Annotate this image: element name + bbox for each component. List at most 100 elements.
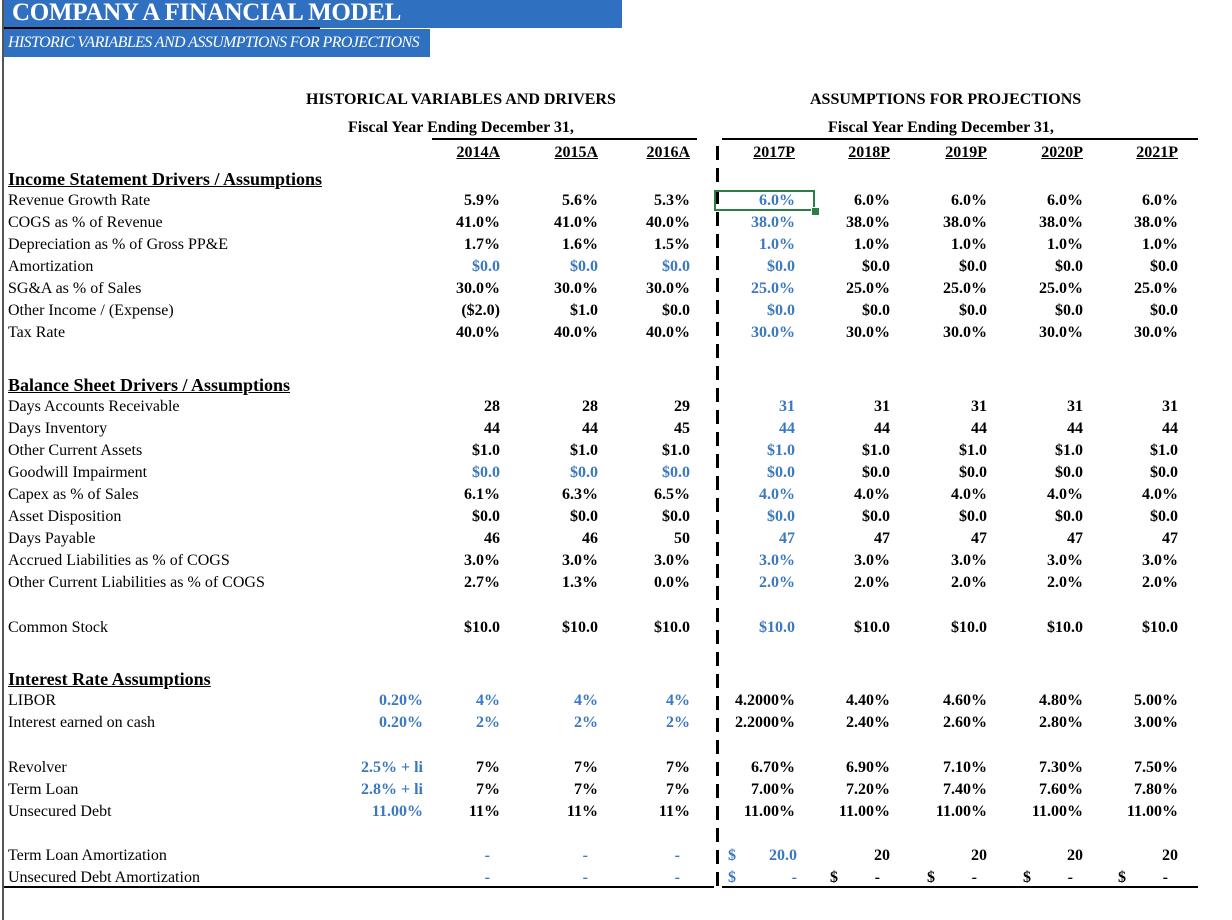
value-cell[interactable]: 2.0% bbox=[759, 574, 795, 591]
value-cell[interactable]: $0.0 bbox=[959, 302, 987, 319]
spread-cell[interactable]: 11.00% bbox=[371, 803, 423, 820]
value-cell[interactable]: $0.0 bbox=[1055, 464, 1083, 481]
value-cell[interactable]: 3.00% bbox=[1134, 714, 1178, 731]
value-cell[interactable]: $10.0 bbox=[562, 619, 598, 636]
value-cell[interactable]: 41.0% bbox=[554, 214, 598, 231]
spread-cell[interactable]: 2.5% + li bbox=[360, 759, 423, 776]
value-cell[interactable]: 2.7% bbox=[464, 574, 500, 591]
value-cell[interactable]: 30.0% bbox=[456, 280, 500, 297]
value-cell[interactable]: $0.0 bbox=[472, 258, 500, 275]
fill-handle[interactable] bbox=[811, 207, 820, 216]
value-cell[interactable]: 11% bbox=[658, 803, 690, 820]
value-cell[interactable]: 4.0% bbox=[1047, 486, 1083, 503]
value-cell[interactable]: 7% bbox=[574, 759, 598, 776]
value-cell[interactable]: 1.0% bbox=[759, 236, 795, 253]
value-cell[interactable]: - bbox=[874, 869, 880, 886]
value-cell[interactable]: 2.80% bbox=[1039, 714, 1083, 731]
value-cell[interactable]: 1.0% bbox=[854, 236, 890, 253]
value-cell[interactable]: 6.0% bbox=[951, 192, 987, 209]
value-cell[interactable]: 28 bbox=[582, 398, 598, 415]
value-cell[interactable]: 40.0% bbox=[554, 324, 598, 341]
value-cell[interactable]: $0.0 bbox=[662, 508, 690, 525]
value-cell[interactable]: 5.00% bbox=[1134, 692, 1178, 709]
value-cell[interactable]: 31 bbox=[1162, 398, 1178, 415]
value-cell[interactable]: 20 bbox=[1162, 847, 1178, 864]
value-cell[interactable]: 25.0% bbox=[1039, 280, 1083, 297]
value-cell[interactable]: 31 bbox=[874, 398, 890, 415]
value-cell[interactable]: 6.0% bbox=[1047, 192, 1083, 209]
value-cell[interactable]: - bbox=[674, 847, 680, 864]
value-cell[interactable]: 40.0% bbox=[456, 324, 500, 341]
value-cell[interactable]: 7.20% bbox=[846, 781, 890, 798]
value-cell[interactable]: $10.0 bbox=[759, 619, 795, 636]
value-cell[interactable]: 40.0% bbox=[646, 214, 690, 231]
value-cell[interactable]: - bbox=[791, 869, 797, 886]
value-cell[interactable]: 4.2000% bbox=[735, 692, 795, 709]
value-cell[interactable]: $1.0 bbox=[570, 442, 598, 459]
value-cell[interactable]: 6.70% bbox=[751, 759, 795, 776]
value-cell[interactable]: $0.0 bbox=[959, 508, 987, 525]
value-cell[interactable]: 3.0% bbox=[562, 552, 598, 569]
value-cell[interactable]: 7% bbox=[666, 781, 690, 798]
value-cell[interactable]: $10.0 bbox=[1047, 619, 1083, 636]
value-cell[interactable]: 5.3% bbox=[654, 192, 690, 209]
value-cell[interactable]: 20 bbox=[874, 847, 890, 864]
value-cell[interactable]: $10.0 bbox=[464, 619, 500, 636]
value-cell[interactable]: 7.60% bbox=[1039, 781, 1083, 798]
value-cell[interactable]: 7.50% bbox=[1134, 759, 1178, 776]
value-cell[interactable]: $0.0 bbox=[862, 464, 890, 481]
value-cell[interactable]: 11.00% bbox=[838, 803, 890, 820]
value-cell[interactable]: 3.0% bbox=[1142, 552, 1178, 569]
value-cell[interactable]: - bbox=[484, 869, 490, 886]
value-cell[interactable]: 2% bbox=[666, 714, 690, 731]
value-cell[interactable]: $0.0 bbox=[662, 258, 690, 275]
value-cell[interactable]: 30.0% bbox=[646, 280, 690, 297]
value-cell[interactable]: $0.0 bbox=[862, 258, 890, 275]
value-cell[interactable]: 5.9% bbox=[464, 192, 500, 209]
value-cell[interactable]: - bbox=[971, 869, 977, 886]
value-cell[interactable]: 4.60% bbox=[943, 692, 987, 709]
value-cell[interactable]: $0.0 bbox=[570, 258, 598, 275]
value-cell[interactable]: 2.2000% bbox=[735, 714, 795, 731]
value-cell[interactable]: $10.0 bbox=[854, 619, 890, 636]
value-cell[interactable]: 6.5% bbox=[654, 486, 690, 503]
value-cell[interactable]: 0.0% bbox=[654, 574, 690, 591]
value-cell[interactable]: 31 bbox=[1067, 398, 1083, 415]
value-cell[interactable]: 2.0% bbox=[951, 574, 987, 591]
value-cell[interactable]: 31 bbox=[971, 398, 987, 415]
value-cell[interactable]: 1.3% bbox=[562, 574, 598, 591]
value-cell[interactable]: 7.10% bbox=[943, 759, 987, 776]
value-cell[interactable]: 3.0% bbox=[1047, 552, 1083, 569]
value-cell[interactable]: 2% bbox=[574, 714, 598, 731]
value-cell[interactable]: $10.0 bbox=[1142, 619, 1178, 636]
value-cell[interactable]: 3.0% bbox=[759, 552, 795, 569]
value-cell[interactable]: $0.0 bbox=[959, 258, 987, 275]
value-cell[interactable]: 47 bbox=[1067, 530, 1083, 547]
value-cell[interactable]: 47 bbox=[779, 530, 795, 547]
value-cell[interactable]: 38.0% bbox=[846, 214, 890, 231]
value-cell[interactable]: 4.0% bbox=[1142, 486, 1178, 503]
value-cell[interactable]: $0.0 bbox=[570, 508, 598, 525]
value-cell[interactable]: 4% bbox=[574, 692, 598, 709]
value-cell[interactable]: 44 bbox=[582, 420, 598, 437]
value-cell[interactable]: 7% bbox=[574, 781, 598, 798]
value-cell[interactable]: $0.0 bbox=[767, 302, 795, 319]
value-cell[interactable]: 44 bbox=[1067, 420, 1083, 437]
value-cell[interactable]: 11% bbox=[468, 803, 500, 820]
spread-cell[interactable]: 0.20% bbox=[379, 692, 423, 709]
value-cell[interactable]: 6.0% bbox=[759, 192, 795, 209]
value-cell[interactable]: 6.1% bbox=[464, 486, 500, 503]
value-cell[interactable]: $1.0 bbox=[1055, 442, 1083, 459]
value-cell[interactable]: 25.0% bbox=[943, 280, 987, 297]
value-cell[interactable]: 25.0% bbox=[846, 280, 890, 297]
value-cell[interactable]: 4.40% bbox=[846, 692, 890, 709]
value-cell[interactable]: 1.0% bbox=[951, 236, 987, 253]
value-cell[interactable]: 30.0% bbox=[1134, 324, 1178, 341]
value-cell[interactable]: ($2.0) bbox=[461, 302, 500, 319]
value-cell[interactable]: 47 bbox=[874, 530, 890, 547]
value-cell[interactable]: 1.7% bbox=[464, 236, 500, 253]
value-cell[interactable]: 3.0% bbox=[464, 552, 500, 569]
value-cell[interactable]: - bbox=[1067, 869, 1073, 886]
value-cell[interactable]: 1.5% bbox=[654, 236, 690, 253]
value-cell[interactable]: 6.3% bbox=[562, 486, 598, 503]
